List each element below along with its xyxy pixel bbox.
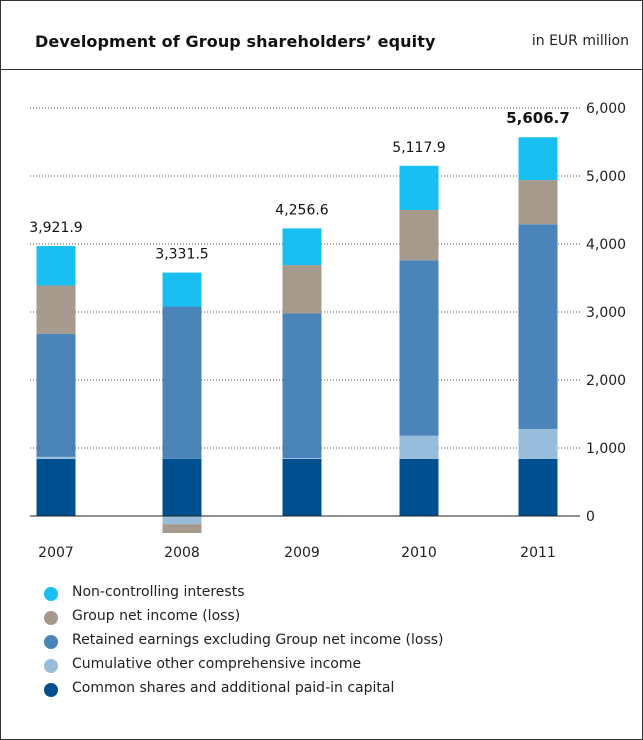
bar-segment [162,306,202,459]
bar-segment [282,313,322,459]
bar-segment [162,524,202,533]
bar-segment [282,458,322,516]
bar-segment [399,458,439,516]
bar-segment [282,228,322,266]
y-tick-label: 5,000 [586,169,626,185]
legend-swatch [44,635,58,649]
bar-segment [162,516,202,525]
y-tick-label: 6,000 [586,101,626,117]
bar-segment [36,333,76,457]
legend-label: Group net income (loss) [72,608,241,624]
chart-title: Development of Group shareholders’ equit… [35,32,436,51]
bar-segment [282,458,322,459]
legend-label: Non-controlling interests [72,584,245,600]
legend-swatch [44,611,58,625]
y-tick-label: 4,000 [586,237,626,253]
total-label: 5,606.7 [506,109,570,127]
bar-segment [36,456,76,459]
bar-segment [518,224,558,429]
legend-swatch [44,683,58,697]
bar-segment [518,180,558,225]
bar-segment [518,428,558,459]
total-label: 3,921.9 [29,220,82,236]
x-tick-label: 2008 [164,545,200,561]
bar-segment [36,246,76,286]
y-tick-label: 1,000 [586,441,626,457]
x-tick-label: 2010 [401,545,437,561]
y-tick-label: 3,000 [586,305,626,321]
x-tick-label: 2011 [520,545,556,561]
legend-swatch [44,659,58,673]
bar-segment [162,458,202,516]
bar-segment [399,260,439,436]
bar-segment [36,285,76,334]
total-label: 4,256.6 [275,202,329,218]
bar-segment [162,272,202,307]
legend-swatch [44,587,58,601]
total-label: 5,117.9 [392,140,445,156]
bar-segment [282,265,322,314]
bar-segment [399,210,439,261]
legend-label: Cumulative other comprehensive income [72,656,362,672]
y-tick-label: 0 [586,509,595,525]
x-tick-label: 2009 [284,545,320,561]
y-tick-label: 2,000 [586,373,626,389]
bar-segment [399,165,439,210]
bar-segment [36,458,76,516]
legend-label: Retained earnings excluding Group net in… [72,632,444,648]
bar-segment [518,137,558,181]
chart-header: Development of Group shareholders’ equit… [1,1,642,70]
total-label: 3,331.5 [155,247,208,263]
unit-label: in EUR million [531,33,629,49]
bar-segment [518,458,558,516]
x-tick-label: 2007 [38,545,74,561]
legend-label: Common shares and additional paid-in cap… [72,680,395,696]
bar-segment [399,435,439,459]
